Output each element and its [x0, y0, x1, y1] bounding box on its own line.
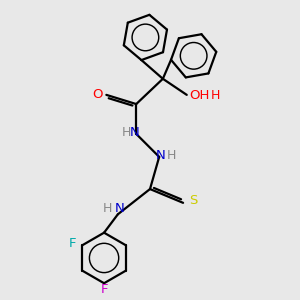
Text: F: F — [69, 237, 77, 250]
Text: N: N — [156, 148, 166, 162]
Text: N: N — [115, 202, 124, 215]
Text: N: N — [130, 126, 139, 139]
Text: OH: OH — [189, 89, 209, 102]
Text: F: F — [100, 283, 108, 296]
Text: S: S — [189, 194, 197, 208]
Text: O: O — [92, 88, 103, 101]
Text: H: H — [167, 148, 176, 162]
Text: H: H — [103, 202, 112, 215]
Text: H: H — [211, 89, 220, 102]
Text: H: H — [122, 126, 131, 139]
